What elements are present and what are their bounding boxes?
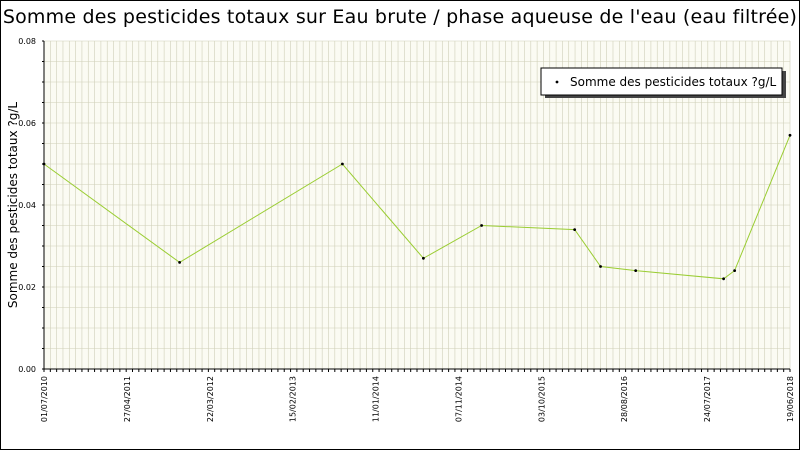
data-point[interactable] (480, 224, 484, 227)
x-tick-label: 24/07/2017 (703, 376, 712, 422)
data-point[interactable] (341, 162, 344, 166)
x-tick-label: 15/02/2013 (289, 376, 298, 422)
data-point[interactable] (788, 133, 792, 137)
x-tick-label: 03/10/2015 (537, 376, 546, 422)
axes (42, 40, 791, 372)
data-point[interactable] (178, 261, 182, 264)
y-tick-label: 0.02 (18, 283, 36, 292)
legend-marker (555, 80, 559, 84)
legend-box (540, 67, 783, 96)
data-point[interactable] (422, 256, 425, 260)
data-point[interactable] (634, 269, 638, 272)
y-tick-label: 0.08 (18, 37, 36, 46)
y-ticks: 0.00 0.02 0.04 0.06 0.08 (18, 37, 36, 374)
data-point[interactable] (722, 277, 726, 281)
horizontal-grid (44, 40, 790, 370)
x-tick-label: 11/01/2014 (372, 376, 381, 422)
series-layer (42, 133, 792, 281)
data-point[interactable] (573, 228, 577, 232)
x-tick-label: 19/06/2018 (786, 376, 795, 422)
data-point[interactable] (733, 269, 737, 272)
legend[interactable]: Somme des pesticides totaux ?g/L (540, 67, 786, 98)
x-tick-label: 22/03/2012 (206, 376, 215, 422)
legend-label: Somme des pesticides totaux ?g/L (570, 75, 777, 89)
x-tick-label: 28/08/2016 (620, 376, 629, 422)
y-tick-label: 0.04 (18, 201, 36, 210)
x-tick-label: 27/04/2011 (123, 376, 132, 422)
y-tick-label: 0.06 (18, 119, 36, 128)
data-point[interactable] (599, 265, 602, 268)
chart-title: Somme des pesticides totaux sur Eau brut… (2, 6, 798, 28)
data-point[interactable] (42, 162, 46, 166)
y-tick-label: 0.00 (18, 365, 36, 374)
x-tick-label: 01/07/2010 (40, 376, 49, 422)
x-tick-label: 07/11/2014 (454, 376, 463, 422)
x-ticks: 01/07/2010 27/04/2011 22/03/2012 15/02/2013… (40, 376, 795, 422)
